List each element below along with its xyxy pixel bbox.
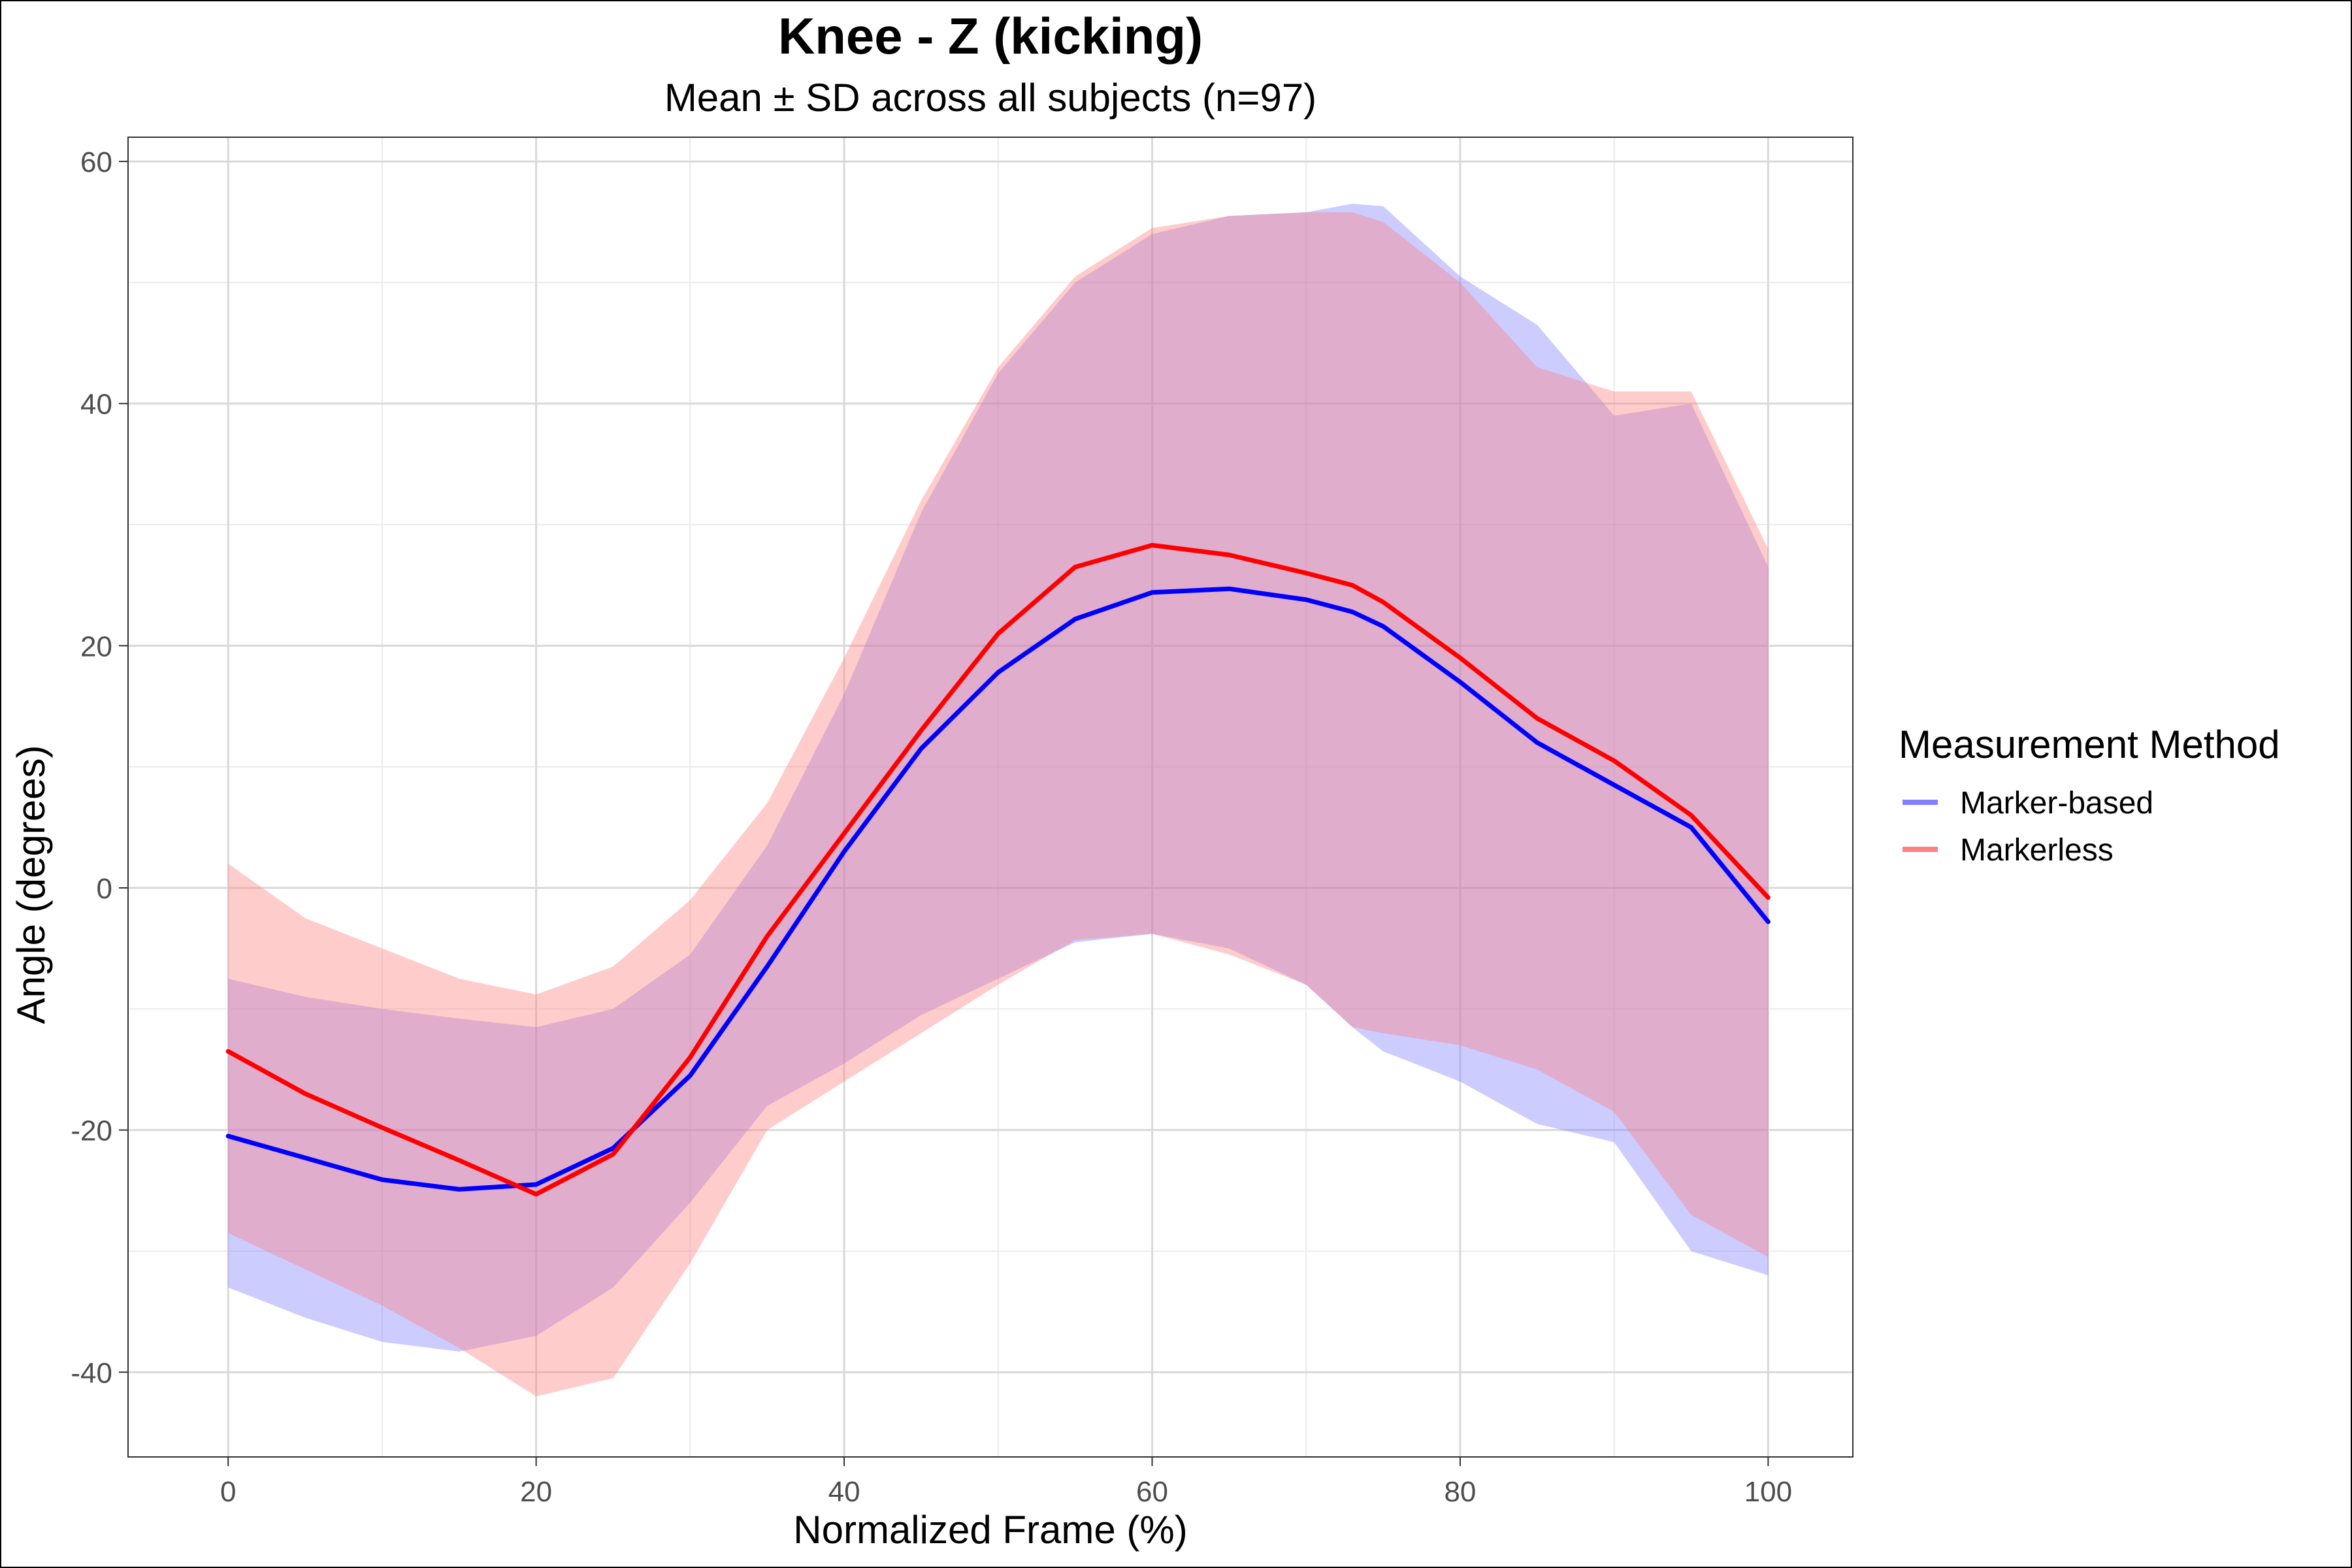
- y-tick-label: 60: [80, 146, 112, 178]
- mean-line-marker-based: [225, 586, 1771, 1192]
- x-tick-label: 0: [220, 1476, 236, 1508]
- legend: Measurement Method Marker-based Markerle…: [1899, 723, 2280, 868]
- x-tick-label: 40: [828, 1476, 860, 1508]
- x-axis-title: Normalized Frame (%): [793, 1508, 1187, 1552]
- sd-band-markerless: [228, 212, 1769, 1397]
- chart-subtitle: Mean ± SD across all subjects (n=97): [664, 76, 1316, 120]
- sd-bands: [228, 203, 1769, 1397]
- chart-title: Knee - Z (kicking): [778, 7, 1203, 65]
- major-gridlines: [128, 137, 1853, 1457]
- y-tick-label: -20: [71, 1115, 112, 1147]
- legend-label-marker-based: Marker-based: [1960, 786, 2153, 821]
- legend-label-markerless: Markerless: [1960, 833, 2114, 868]
- legend-title: Measurement Method: [1899, 723, 2280, 766]
- mean-lines: [225, 543, 1771, 1197]
- y-tick-label: 0: [97, 873, 112, 905]
- minor-gridlines: [128, 137, 1853, 1457]
- x-tick-label: 60: [1136, 1476, 1168, 1508]
- x-tick-label: 20: [520, 1476, 552, 1508]
- mean-line-markerless: [225, 543, 1771, 1197]
- x-axis-ticks: 0 20 40 60 80 100: [220, 1457, 1792, 1508]
- y-tick-label: 20: [80, 630, 112, 662]
- plot-panel-border: [127, 137, 1854, 1458]
- y-axis-title: Angle (degrees): [9, 745, 53, 1024]
- x-tick-label: 100: [1744, 1476, 1792, 1508]
- y-axis-ticks: -40 -20 0 20 40 60: [71, 146, 128, 1389]
- x-tick-label: 80: [1444, 1476, 1476, 1508]
- y-tick-label: -40: [71, 1357, 112, 1389]
- y-tick-label: 40: [80, 389, 112, 421]
- sd-band-marker-based: [228, 203, 1769, 1352]
